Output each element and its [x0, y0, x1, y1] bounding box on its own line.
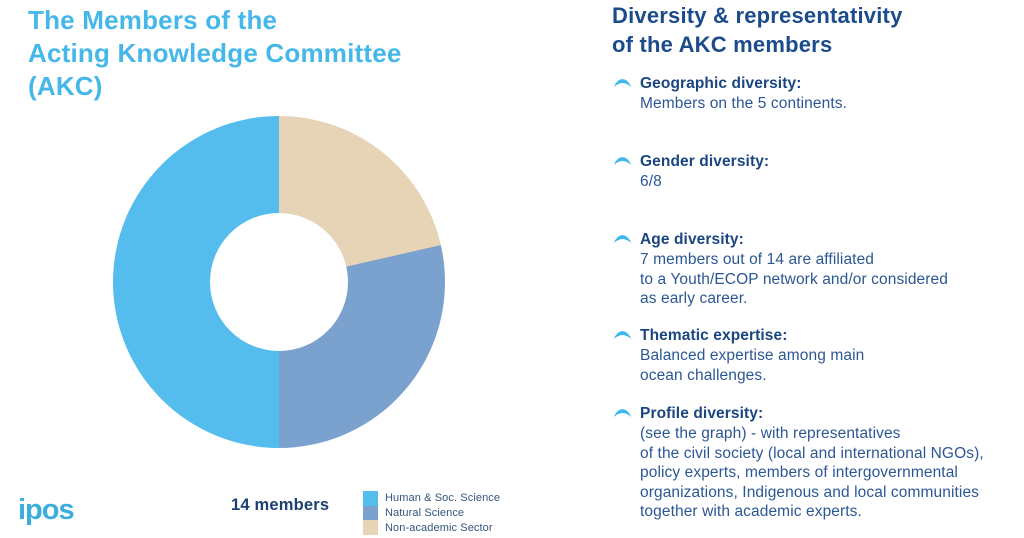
- wave-icon: [612, 155, 633, 173]
- legend-swatch-non-academic: [363, 520, 378, 536]
- bullet-body: (see the graph) - with representatives o…: [640, 425, 984, 520]
- bullet-item-geographic-diversity: Geographic diversity: Members on the 5 c…: [612, 73, 1018, 114]
- bullet-body: 7 members out of 14 are affiliated to a …: [640, 251, 948, 307]
- page-title-line-1: The Members of the: [28, 5, 278, 35]
- wave-icon: [612, 233, 633, 251]
- bullet-item-profile-diversity: Profile diversity: (see the graph) - wit…: [612, 403, 1018, 522]
- bullet-title: Thematic expertise:: [640, 327, 788, 344]
- bullet-item-gender-diversity: Gender diversity: 6/8: [612, 151, 1018, 192]
- bullet-item-age-diversity: Age diversity: 7 members out of 14 are a…: [612, 229, 1018, 309]
- section-heading-line-1: Diversity & representativity: [612, 3, 903, 28]
- bullet-body: Balanced expertise among main ocean chal…: [640, 347, 865, 384]
- section-heading: Diversity & representativity of the AKC …: [612, 1, 903, 59]
- wave-icon: [612, 329, 633, 347]
- donut-chart: [113, 116, 445, 448]
- legend-label: Non-academic Sector: [385, 521, 493, 534]
- right-panel: Diversity & representativity of the AKC …: [612, 0, 1018, 538]
- ipos-logo: ipos: [18, 494, 75, 526]
- wave-icon: [612, 77, 633, 95]
- bullet-title: Profile diversity:: [640, 405, 764, 422]
- bullet-body: Members on the 5 continents.: [640, 95, 847, 112]
- legend-swatch-natural-science: [363, 505, 378, 521]
- page-title: The Members of the Acting Knowledge Comm…: [28, 4, 402, 103]
- page-title-line-3: (AKC): [28, 71, 103, 101]
- bullet-title: Age diversity:: [640, 231, 744, 248]
- bullet-item-thematic-expertise: Thematic expertise: Balanced expertise a…: [612, 325, 1018, 385]
- section-heading-line-2: of the AKC members: [612, 32, 833, 57]
- legend-row: Human & Soc. Science: [363, 491, 500, 506]
- legend-label: Natural Science: [385, 507, 465, 520]
- legend-row: Natural Science: [363, 505, 500, 521]
- wave-icon: [612, 407, 633, 425]
- bullet-title: Geographic diversity:: [640, 75, 802, 92]
- chart-total-label: 14 members: [231, 496, 330, 514]
- bullet-body: 6/8: [640, 173, 662, 190]
- legend-swatch-human-soc-science: [363, 491, 378, 506]
- chart-legend: Human & Soc. Science Natural Science Non…: [363, 491, 500, 536]
- bullet-title: Gender diversity:: [640, 153, 770, 170]
- legend-row: Non-academic Sector: [363, 520, 500, 536]
- legend-label: Human & Soc. Science: [385, 492, 501, 505]
- page-title-line-2: Acting Knowledge Committee: [28, 38, 402, 68]
